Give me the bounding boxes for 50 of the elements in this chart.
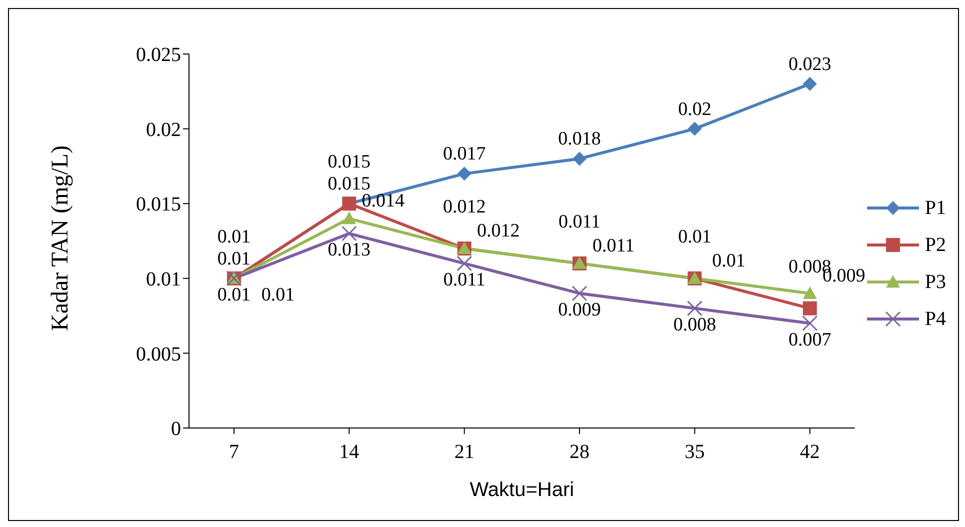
y-axis-title: Kadar TAN (mg/L) — [48, 145, 74, 331]
data-label: 0.01 — [217, 248, 251, 270]
data-label: 0.01 — [261, 284, 295, 306]
data-label: 0.023 — [788, 54, 832, 75]
x-tick-label: 28 — [570, 441, 590, 464]
legend-label: P2 — [924, 234, 946, 256]
y-tick-label: 0.025 — [136, 44, 181, 66]
data-label: 0.013 — [328, 240, 371, 261]
data-label: 0.017 — [442, 144, 486, 165]
point — [802, 286, 817, 299]
data-label: 0.011 — [558, 211, 601, 232]
x-tick-label: 14 — [339, 441, 360, 464]
data-label: 0.01 — [217, 284, 251, 306]
x-tick-label: 42 — [800, 441, 820, 464]
data-label: 0.01 — [678, 226, 712, 248]
data-label: 0.018 — [558, 128, 601, 150]
x-tick-label: 7 — [229, 441, 239, 464]
legend-label: P4 — [924, 308, 946, 330]
y-tick-label: 0.015 — [136, 194, 181, 216]
point — [802, 76, 817, 91]
point — [802, 316, 818, 332]
data-label: 0.01 — [712, 250, 746, 272]
data-label: 0.012 — [442, 196, 486, 218]
point — [686, 300, 702, 316]
data-label: 0.015 — [328, 152, 371, 173]
point — [572, 286, 588, 302]
data-label: 0.011 — [592, 235, 635, 256]
x-axis-title: Waktu=Hari — [470, 479, 574, 501]
y-tick-label: 0.02 — [146, 118, 181, 141]
data-label: 0.009 — [558, 299, 601, 320]
y-tick-label: 0.01 — [146, 268, 181, 290]
point — [572, 152, 587, 166]
point — [342, 212, 356, 224]
legend-label: P3 — [924, 270, 946, 294]
y-tick-label: 0 — [171, 418, 181, 440]
data-label: 0.01 — [217, 226, 251, 248]
point — [688, 122, 702, 136]
x-tick-label: 21 — [454, 441, 474, 464]
legend-label: P1 — [924, 196, 946, 220]
data-label: 0.02 — [678, 98, 712, 120]
data-label: 0.007 — [788, 329, 832, 350]
point — [341, 226, 357, 242]
data-label: 0.008 — [673, 314, 716, 336]
y-tick-label: 0.005 — [136, 343, 181, 366]
point — [456, 256, 472, 272]
data-label: 0.012 — [476, 220, 520, 242]
data-label: 0.011 — [443, 269, 486, 290]
x-tick-label: 35 — [684, 441, 705, 464]
point — [457, 166, 472, 181]
point — [802, 301, 817, 316]
